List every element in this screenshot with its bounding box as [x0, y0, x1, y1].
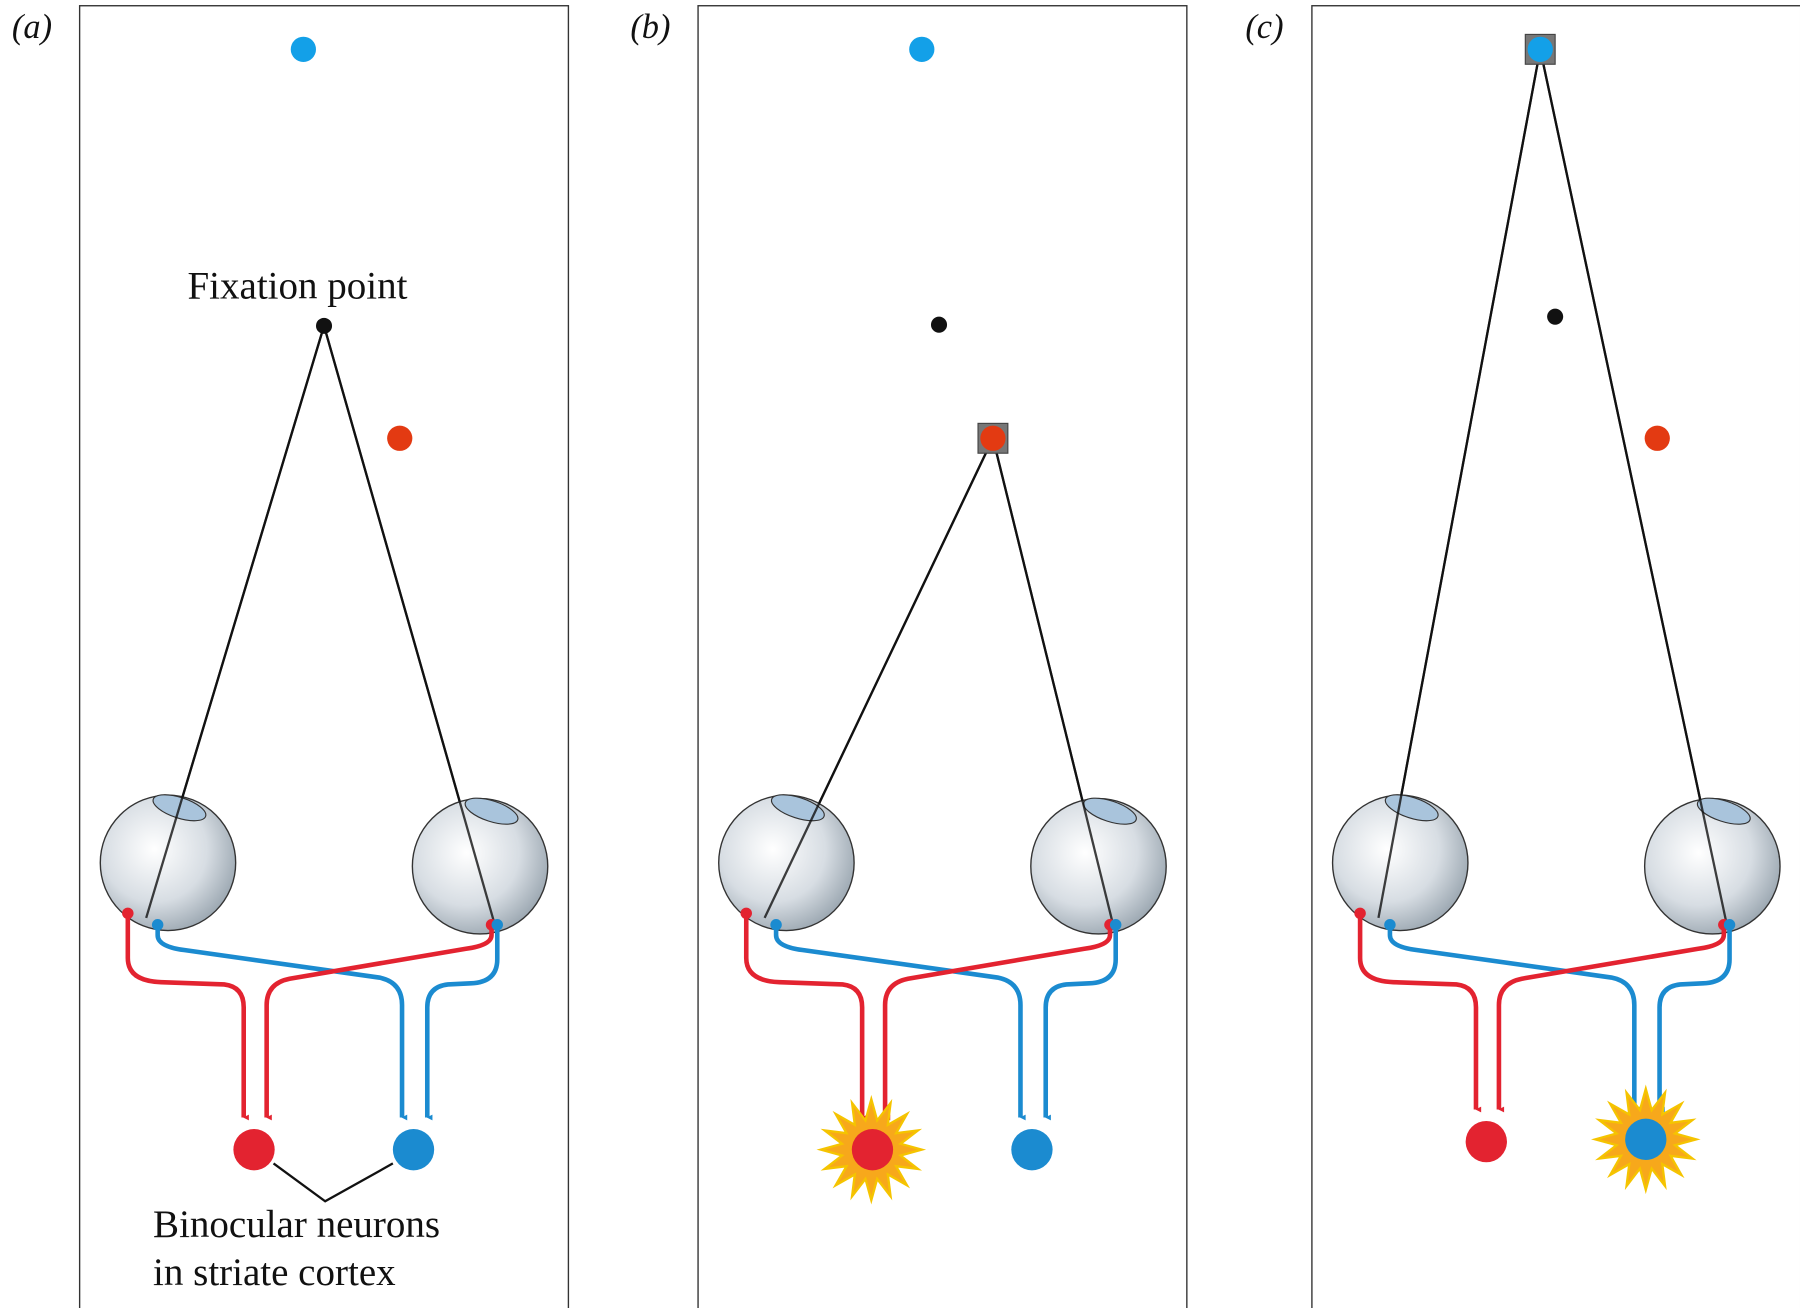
panel-frame [1312, 6, 1800, 1308]
panels [80, 6, 1800, 1308]
panel-label: (b) [630, 8, 670, 46]
blue-point [909, 37, 934, 62]
sight-line [1378, 49, 1540, 918]
pathway [746, 913, 862, 1117]
neuron-red [233, 1129, 274, 1170]
pathway [1360, 913, 1476, 1109]
eye-dot [492, 919, 503, 930]
neuron-blue [393, 1129, 434, 1170]
sight-line [146, 326, 324, 918]
fixation-dot [1547, 309, 1563, 325]
neurons-label: in striate cortex [153, 1251, 396, 1294]
blue-point [1528, 37, 1553, 62]
eye-dot [1724, 919, 1735, 930]
pathway [1499, 925, 1724, 1110]
panel-frame [80, 6, 569, 1308]
fixation-label: Fixation point [187, 264, 407, 307]
connector [274, 1163, 393, 1201]
eye-dot [152, 919, 163, 930]
neuron-red [852, 1129, 893, 1170]
red-point [387, 426, 412, 451]
pathway [267, 925, 492, 1118]
pathway [885, 925, 1110, 1118]
eyeball [1645, 799, 1780, 934]
sight-line [324, 326, 494, 921]
neuron-red [1466, 1121, 1507, 1162]
eye-dot [122, 908, 133, 919]
pathway [1390, 925, 1634, 1110]
panel-label: (c) [1245, 8, 1283, 46]
fixation-dot [316, 318, 332, 334]
figure: (a) (b) (c) Fixation point Binocular neu… [0, 0, 1800, 1308]
red-point [1645, 426, 1670, 451]
eye-dot [1354, 908, 1365, 919]
eyeball [719, 795, 854, 930]
neuron-blue [1625, 1119, 1666, 1160]
eye-dot [770, 919, 781, 930]
eyeball [1333, 795, 1468, 930]
pathway [158, 925, 402, 1118]
eyeball [100, 795, 235, 930]
neurons-label: Binocular neurons [153, 1203, 440, 1246]
page: (a) (b) (c) Fixation point Binocular neu… [0, 0, 1800, 1308]
eye-dot [1110, 919, 1121, 930]
panel [80, 6, 569, 1308]
eyeball [412, 799, 547, 934]
panel [1312, 6, 1800, 1308]
pathway [776, 925, 1020, 1118]
eye-dot [741, 908, 752, 919]
fixation-dot [931, 317, 947, 333]
panel-frame [698, 6, 1187, 1308]
panel-label: (a) [12, 8, 52, 46]
sight-line [1540, 49, 1726, 921]
sight-line [765, 438, 993, 918]
neuron-blue [1011, 1129, 1052, 1170]
blue-point [291, 37, 316, 62]
red-point [980, 426, 1005, 451]
eye-dot [1384, 919, 1395, 930]
pathway [128, 913, 244, 1117]
panel [698, 6, 1187, 1308]
